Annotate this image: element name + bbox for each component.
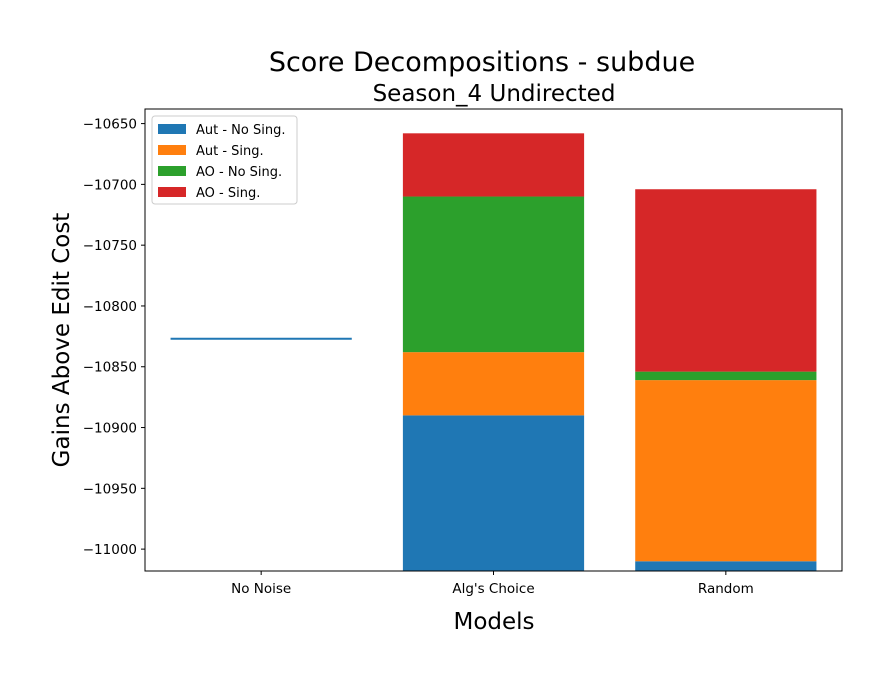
y-tick-label: −10900 — [83, 421, 137, 437]
y-tick-label: −10750 — [83, 238, 137, 254]
bar-segment — [635, 561, 817, 571]
legend-entry: AO - No Sing. — [196, 165, 282, 180]
chart-subtitle: Season_4 Undirected — [373, 81, 616, 107]
legend-entry: Aut - Sing. — [196, 144, 264, 159]
y-tick-label: −10850 — [83, 360, 137, 376]
y-tick-label: −11000 — [83, 542, 137, 558]
legend-swatch — [158, 166, 186, 176]
bar-segment — [635, 380, 817, 562]
legend-frame — [151, 115, 298, 205]
chart-title: Score Decompositions - subdue — [269, 47, 695, 78]
x-axis-label: Models — [453, 609, 534, 635]
x-axis: No Noise Alg's Choice Random — [231, 571, 754, 597]
x-tick-label: Alg's Choice — [452, 581, 534, 597]
legend-swatch — [158, 187, 186, 197]
y-tick-label: −10650 — [83, 117, 137, 133]
legend-swatch — [158, 145, 186, 155]
x-tick-label: No Noise — [231, 581, 291, 597]
bar-segment — [402, 196, 585, 353]
y-axis-label: Gains Above Edit Cost — [49, 213, 75, 468]
y-tick-label: −10800 — [83, 299, 137, 315]
x-tick-label: Random — [698, 581, 754, 597]
y-tick-label: −10700 — [83, 177, 137, 193]
bar-segment — [402, 352, 585, 416]
y-axis: −11000 −10950 −10900 −10850 −10800 −10750 −107… — [83, 117, 145, 558]
legend-swatch — [158, 124, 186, 134]
bar-segment — [635, 189, 817, 372]
bar-segment — [402, 133, 585, 197]
bars-layer — [402, 133, 817, 571]
bar-segment — [635, 371, 817, 381]
y-tick-label: −10950 — [83, 481, 137, 497]
legend-entry: AO - Sing. — [196, 186, 260, 201]
legend-entry: Aut - No Sing. — [196, 123, 285, 138]
bar-segment — [402, 415, 585, 571]
legend: Aut - No Sing. Aut - Sing. AO - No Sing. AO… — [151, 115, 298, 205]
